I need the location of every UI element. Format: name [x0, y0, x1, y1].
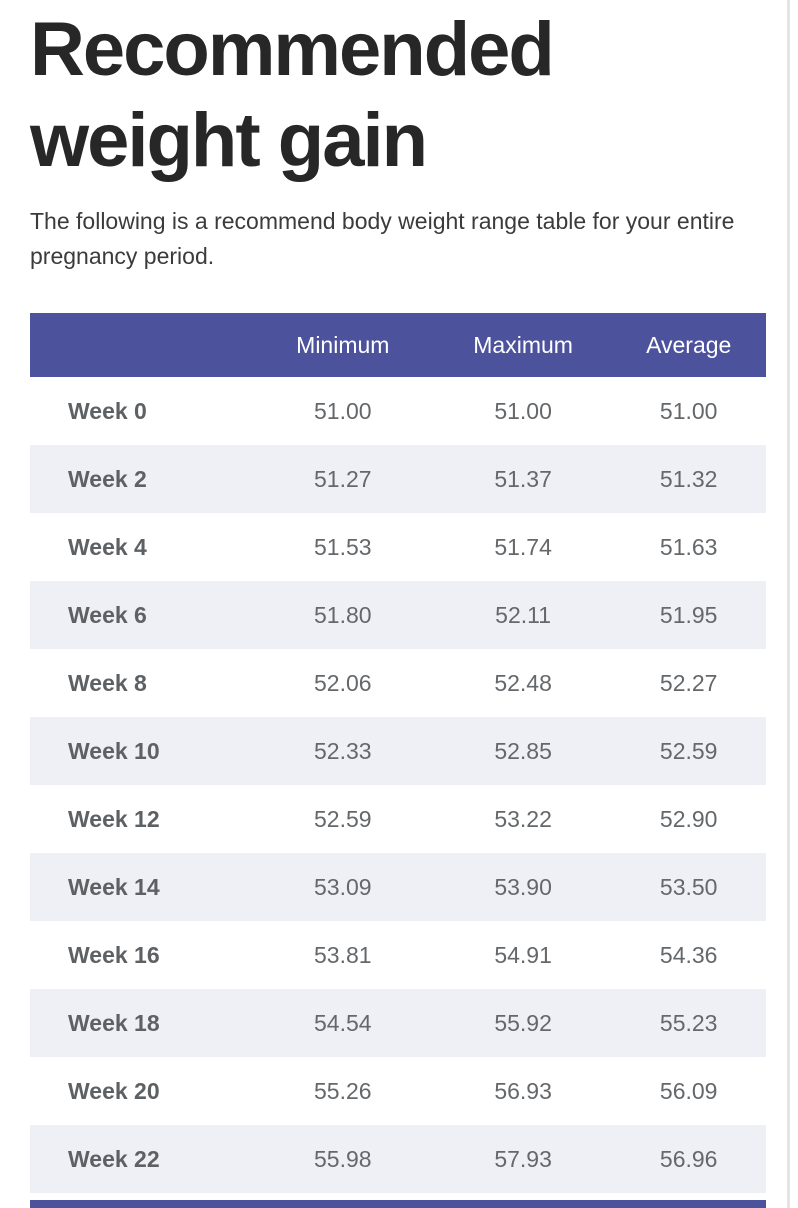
- average-cell: 51.95: [659, 601, 718, 628]
- maximum-cell: 53.22: [494, 805, 552, 832]
- minimum-cell: 51.27: [314, 465, 372, 492]
- average-cell: 51.32: [659, 465, 718, 492]
- next-table-header-sliver: [30, 1200, 766, 1208]
- table-row: Week 14 53.09 53.90 53.50: [30, 853, 766, 922]
- table-row: Week 8 52.06 52.48 52.27: [30, 649, 766, 717]
- minimum-cell: 52.33: [314, 737, 372, 764]
- maximum-cell: 51.37: [494, 465, 552, 492]
- week-label-cell: Week 4: [68, 533, 147, 560]
- page-right-border: [787, 0, 790, 1208]
- week-label-cell: Week 14: [68, 873, 160, 900]
- week-label-cell: Week 6: [68, 601, 147, 628]
- week-label-cell: Week 20: [68, 1077, 160, 1104]
- table-row: Week 10 52.33 52.85 52.59: [30, 717, 766, 786]
- minimum-cell: 51.53: [314, 533, 372, 560]
- minimum-cell: 54.54: [314, 1009, 372, 1036]
- column-header-week: [30, 313, 251, 378]
- week-label-cell: Week 8: [68, 669, 147, 696]
- maximum-cell: 51.74: [494, 533, 552, 560]
- minimum-cell: 53.09: [314, 873, 372, 900]
- average-cell: 52.90: [659, 805, 718, 832]
- maximum-cell: 54.91: [494, 941, 552, 968]
- minimum-cell: 55.26: [314, 1077, 372, 1104]
- week-label-cell: Week 18: [68, 1009, 160, 1036]
- minimum-cell: 55.98: [314, 1145, 372, 1172]
- table-row: Week 6 51.80 52.11 51.95: [30, 581, 766, 650]
- average-cell: 55.23: [659, 1009, 718, 1036]
- column-header-average: Average: [611, 313, 766, 378]
- table-row: Week 0 51.00 51.00 51.00: [30, 377, 766, 445]
- page-title: Recommended weight gain: [30, 7, 555, 184]
- average-cell: 52.59: [659, 737, 718, 764]
- average-cell: 51.00: [659, 397, 718, 424]
- maximum-cell: 52.48: [494, 669, 552, 696]
- week-label-cell: Week 2: [68, 465, 147, 492]
- intro-text: The following is a recommend body weight…: [30, 208, 735, 269]
- table-row: Week 16 53.81 54.91 54.36: [30, 921, 766, 989]
- content-area: Recommended weight gain The following is…: [30, 0, 766, 1194]
- week-label-cell: Week 22: [68, 1145, 160, 1172]
- minimum-cell: 53.81: [314, 941, 372, 968]
- minimum-cell: 52.06: [314, 669, 372, 696]
- week-label-cell: Week 12: [68, 805, 160, 832]
- maximum-cell: 52.11: [495, 601, 552, 628]
- average-cell: 56.96: [659, 1145, 718, 1172]
- column-header-minimum: Minimum: [250, 313, 435, 378]
- weight-table: Minimum Maximum Average Week 0 51.00 51.…: [30, 313, 766, 1194]
- minimum-cell: 51.00: [314, 397, 372, 424]
- maximum-cell: 53.90: [494, 873, 552, 900]
- average-cell: 52.27: [659, 669, 718, 696]
- table-row: Week 4 51.53 51.74 51.63: [30, 513, 766, 581]
- average-cell: 54.36: [659, 941, 718, 968]
- maximum-cell: 55.92: [494, 1009, 552, 1036]
- table-row: Week 20 55.26 56.93 56.09: [30, 1057, 766, 1125]
- minimum-cell: 51.80: [314, 601, 372, 628]
- table-header-row: Minimum Maximum Average: [30, 313, 766, 378]
- week-label-cell: Week 10: [68, 737, 160, 764]
- week-label-cell: Week 0: [68, 397, 147, 424]
- average-cell: 51.63: [659, 533, 718, 560]
- table-row: Week 18 54.54 55.92 55.23: [30, 989, 766, 1058]
- column-header-maximum: Maximum: [434, 313, 612, 378]
- table-row: Week 22 55.98 57.93 56.96: [30, 1125, 766, 1194]
- maximum-cell: 51.00: [494, 397, 552, 424]
- table-row: Week 2 51.27 51.37 51.32: [30, 445, 766, 514]
- maximum-cell: 57.93: [494, 1145, 552, 1172]
- table-row: Week 12 52.59 53.22 52.90: [30, 785, 766, 853]
- average-cell: 53.50: [659, 873, 718, 900]
- maximum-cell: 52.85: [494, 737, 552, 764]
- minimum-cell: 52.59: [314, 805, 372, 832]
- week-label-cell: Week 16: [68, 941, 160, 968]
- maximum-cell: 56.93: [494, 1077, 552, 1104]
- average-cell: 56.09: [659, 1077, 718, 1104]
